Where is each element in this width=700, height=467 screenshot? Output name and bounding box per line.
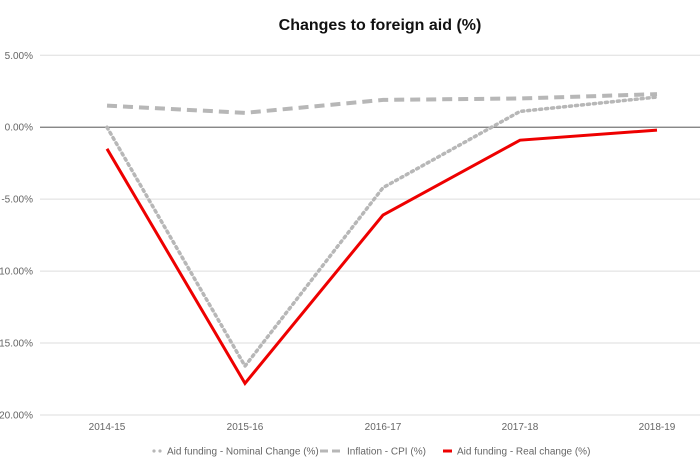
legend: Aid funding - Nominal Change (%) Inflatio… (152, 447, 590, 458)
x-axis: 2014-15 2015-16 2016-17 2017-18 2018-19 (89, 422, 676, 433)
legend-swatch-dotted (152, 449, 156, 453)
y-tick-label: 5.00% (5, 51, 33, 62)
y-tick-label: 0.00% (5, 123, 33, 134)
x-tick-label: 2015-16 (227, 422, 264, 433)
legend-label: Aid funding - Real change (%) (457, 447, 590, 458)
x-tick-label: 2017-18 (502, 422, 539, 433)
y-axis: 5.00% 0.00% -5.00% -10.00% -15.00% -20.00% (0, 51, 33, 422)
series-line-2 (105, 128, 658, 386)
x-tick-label: 2018-19 (639, 422, 676, 433)
y-tick-label: -5.00% (1, 195, 33, 206)
series-line-1 (106, 92, 658, 115)
y-tick-label: -10.00% (0, 267, 33, 278)
chart-title: Changes to foreign aid (%) (279, 17, 482, 34)
series-lines (105, 92, 659, 386)
y-tick-label: -15.00% (0, 339, 33, 350)
legend-label: Aid funding - Nominal Change (%) (167, 447, 319, 458)
legend-swatch-dotted (158, 449, 162, 453)
series-line-0 (105, 95, 659, 370)
x-tick-label: 2016-17 (365, 422, 402, 433)
x-tick-label: 2014-15 (89, 422, 126, 433)
legend-label: Inflation - CPI (%) (347, 447, 426, 458)
y-tick-label: -20.00% (0, 411, 33, 422)
